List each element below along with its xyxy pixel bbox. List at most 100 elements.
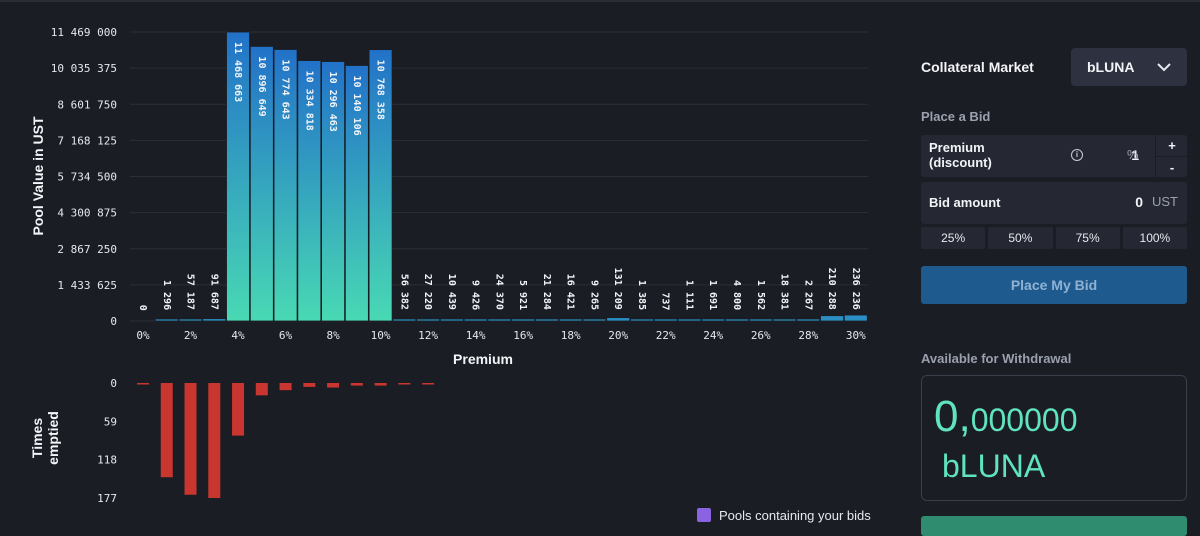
bar-value-label: 57 187 xyxy=(185,274,196,310)
bar-value-label: 4 800 xyxy=(731,280,742,310)
bar-value-label: 9 426 xyxy=(470,280,481,310)
pool-bar xyxy=(297,60,322,322)
place-bid-title: Place a Bid xyxy=(921,109,991,124)
emptied-axis-title-2: emptied xyxy=(45,411,61,465)
x-tick-label: 12% xyxy=(418,329,438,342)
bar-value-label: 0 xyxy=(137,305,148,311)
x-tick-label: 6% xyxy=(279,329,293,342)
emptied-y-tick-label: 118 xyxy=(97,454,117,467)
pool-bar xyxy=(416,318,441,322)
pool-bar xyxy=(535,318,559,322)
pool-bar xyxy=(178,318,203,322)
pool-bar xyxy=(511,318,536,322)
x-tick-label: 18% xyxy=(561,329,581,342)
legend-label: Pools containing your bids xyxy=(719,507,871,523)
collateral-market-row: Collateral Market bLUNA xyxy=(921,48,1187,86)
pct-25-button[interactable]: 25% xyxy=(921,227,986,249)
info-icon[interactable]: i xyxy=(1071,149,1083,161)
bar-value-label: 10 296 463 xyxy=(327,72,338,132)
pool-bar xyxy=(701,318,726,322)
bar-value-label: 737 xyxy=(660,292,671,310)
available-withdrawal-title: Available for Withdrawal xyxy=(921,351,1072,366)
emptied-bar xyxy=(422,383,435,385)
emptied-bar xyxy=(327,383,340,388)
pct-50-button[interactable]: 50% xyxy=(988,227,1053,249)
bar-value-label: 1 111 xyxy=(683,280,694,310)
bid-amount-unit: UST xyxy=(1152,194,1178,209)
chart-legend: Pools containing your bids xyxy=(697,507,871,523)
bar-value-label: 10 334 818 xyxy=(303,71,314,131)
bar-value-label: 24 370 xyxy=(493,274,504,310)
premium-decrease-button[interactable]: - xyxy=(1169,160,1175,175)
bid-amount-field: Bid amount 0 UST xyxy=(921,182,1187,224)
x-tick-label: 30% xyxy=(846,329,866,342)
premium-input[interactable]: 1 xyxy=(1131,147,1139,163)
pool-bar xyxy=(772,318,797,322)
emptied-bar xyxy=(232,383,245,436)
emptied-bar xyxy=(350,383,363,386)
bar-value-label: 11 468 663 xyxy=(232,42,243,102)
top-border xyxy=(0,0,1200,2)
bar-value-label: 236 236 xyxy=(850,268,861,310)
pct-100-button[interactable]: 100% xyxy=(1122,227,1187,249)
y-tick-label: 4 300 875 xyxy=(57,207,117,220)
pool-bar xyxy=(392,318,417,322)
pool-bar xyxy=(344,65,369,322)
x-tick-label: 20% xyxy=(608,329,628,342)
premium-unit: % xyxy=(1127,147,1139,162)
pool-bar xyxy=(439,318,464,322)
pool-bar xyxy=(154,318,179,322)
pool-bar xyxy=(606,317,631,322)
collateral-market-value: bLUNA xyxy=(1087,59,1135,75)
x-tick-label: 14% xyxy=(466,329,486,342)
premium-stepper: + - xyxy=(1155,135,1188,177)
bar-value-label: 10 774 643 xyxy=(280,59,291,119)
bar-value-label: 10 439 xyxy=(446,274,457,310)
withdraw-button[interactable] xyxy=(921,516,1187,536)
place-my-bid-button[interactable]: Place My Bid xyxy=(921,266,1187,304)
y-tick-label: 2 867 250 xyxy=(57,243,117,256)
bar-value-label: 1 562 xyxy=(755,280,766,310)
bid-amount-label: Bid amount xyxy=(929,195,1001,210)
x-tick-label: 22% xyxy=(656,329,676,342)
emptied-bar xyxy=(208,383,221,498)
emptied-bar xyxy=(398,383,411,385)
pool-bar xyxy=(487,318,512,322)
premium-field: Premium (discount) i 1 % + - xyxy=(921,135,1188,177)
bar-value-label: 9 265 xyxy=(588,280,599,310)
bid-panel: Collateral Market bLUNA Place a Bid Prem… xyxy=(921,0,1188,536)
bar-value-label: 10 140 106 xyxy=(351,75,362,135)
collateral-market-select[interactable]: bLUNA xyxy=(1071,48,1187,86)
pool-bar xyxy=(202,318,227,322)
bar-value-label: 10 768 358 xyxy=(375,60,386,120)
x-tick-label: 26% xyxy=(751,329,771,342)
pool-bar xyxy=(725,318,749,322)
x-tick-label: 8% xyxy=(326,329,340,342)
available-amount-dec: 000000 xyxy=(970,402,1078,438)
chevron-down-icon xyxy=(1157,62,1171,71)
bid-amount-input[interactable]: 0 xyxy=(1135,194,1143,210)
bar-value-label: 91 687 xyxy=(208,274,219,310)
emptied-y-tick-label: 177 xyxy=(97,492,117,505)
x-axis-title: Premium xyxy=(453,351,513,367)
emptied-bar xyxy=(184,383,197,495)
pct-75-button[interactable]: 75% xyxy=(1055,227,1120,249)
pool-bar xyxy=(820,315,844,322)
x-tick-label: 24% xyxy=(703,329,723,342)
y-tick-label: 11 469 000 xyxy=(51,26,117,39)
pool-bar xyxy=(273,49,298,322)
bar-value-label: 2 267 xyxy=(802,280,813,310)
y-axis-title: Pool Value in UST xyxy=(30,116,46,235)
bar-value-label: 16 421 xyxy=(565,274,576,310)
pool-bar xyxy=(368,49,393,322)
emptied-axis-title-1: Times xyxy=(29,418,45,458)
x-tick-label: 28% xyxy=(798,329,818,342)
legend-swatch xyxy=(697,508,711,522)
premium-increase-button[interactable]: + xyxy=(1156,135,1188,157)
x-tick-label: 4% xyxy=(231,329,245,342)
emptied-y-tick-label: 0 xyxy=(110,377,117,390)
y-tick-label: 8 601 750 xyxy=(57,98,117,111)
pool-bar xyxy=(653,318,678,322)
pool-bar xyxy=(748,318,773,322)
bar-value-label: 10 896 649 xyxy=(256,56,267,116)
